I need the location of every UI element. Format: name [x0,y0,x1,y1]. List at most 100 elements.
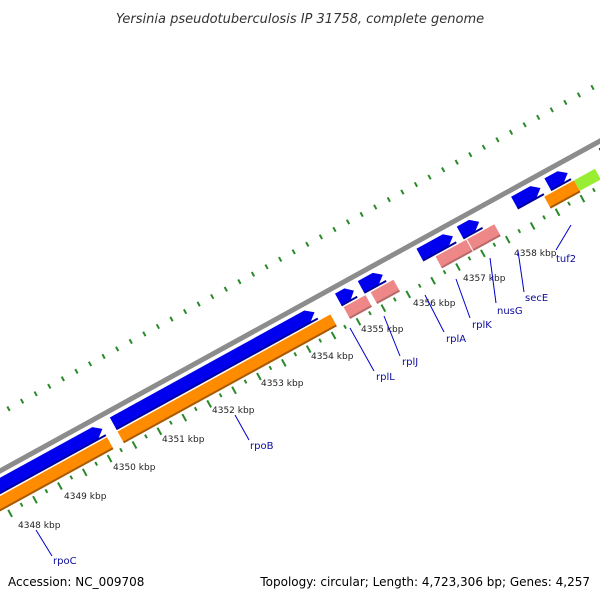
gene-bar [0,437,113,510]
inner-tick [343,324,347,330]
inner-tick [392,297,397,302]
gene-leader-line [424,294,445,333]
bar-shadow [441,249,473,269]
rna-bar [343,295,372,318]
inner-tick [442,269,447,275]
outer-tick [495,137,500,143]
gene-leader-line [383,315,401,357]
inner-tick [156,427,163,436]
outer-tick [359,211,364,218]
outer-tick [6,406,11,412]
inner-tick [293,352,298,357]
bar-shadow [123,324,337,444]
inner-tick [94,461,99,466]
outer-tick [345,219,351,225]
outer-tick [508,129,514,135]
inner-tick [529,221,536,230]
rna-bar [370,279,400,303]
scale-label: 4353 kbp [261,379,304,389]
outer-tick [373,204,378,210]
inner-tick [517,228,522,234]
outer-tick [33,391,38,397]
gene-label-rplJ: rplJ [402,357,418,368]
inner-tick [318,338,323,343]
rna-bar [467,224,501,250]
outer-tick [576,92,582,98]
scale-labels: 4348 kbp 4349 kbp 4350 kbp 4351 kbp 4352 kbp… [18,249,557,531]
scale-label: 4355 kbp [361,325,404,335]
outer-tick [210,293,215,300]
inner-tick [44,488,49,494]
bar-shadow [550,178,572,192]
accession-text: Accession: NC_009708 [8,575,144,589]
inner-tick [380,304,387,313]
rna-bar [435,239,472,268]
bar-shadow [462,226,484,240]
gene-label-rpoC: rpoC [53,556,77,567]
inner-tick [218,393,223,398]
scale-label: 4350 kbp [113,463,156,473]
gene-leader-line [517,250,525,293]
bar-shadow [363,279,387,294]
outer-tick [522,122,527,128]
inner-tick [579,194,586,203]
cds-arrow [416,234,453,261]
outer-tick [182,308,188,315]
feature-tracks [0,147,600,512]
inner-tick [231,386,237,395]
outer-tick [454,159,459,165]
gene-leader-line [555,224,572,251]
backbone-line [0,138,600,474]
outer-tick [47,383,52,389]
outer-tick-marks [6,84,595,412]
gene-label-nusG: nusG [497,306,523,317]
highlight-bar [574,168,600,191]
outer-tick [481,144,486,150]
cds-arrow [0,427,103,493]
cds-arrow [456,219,480,238]
outer-tick [291,249,296,255]
inner-tick [144,434,148,439]
gene-leader-line [455,278,471,319]
inner-tick [368,310,372,316]
inner-tick [169,420,173,425]
inner-tick [193,406,198,412]
scale-label: 4348 kbp [18,521,61,531]
outer-tick [101,353,106,360]
gene-label-rpoB: rpoB [250,441,274,452]
scale-label: 4357 kbp [463,274,506,284]
gene-leader-line [489,257,497,304]
outer-tick [563,99,568,106]
inner-tick [305,345,312,354]
outer-tick [441,166,446,173]
cds-arrow [109,310,315,429]
outer-tick [142,331,147,337]
gene-leader-line [234,414,250,441]
scale-label: 4349 kbp [64,492,107,502]
bar-shadow [472,234,501,252]
bar-shadow [376,289,401,305]
inner-tick [455,263,461,272]
outer-tick [332,226,337,233]
gene-leader-line [349,327,375,372]
cds-arrow [544,171,568,190]
inner-tick [7,509,13,518]
cds-arrow [511,186,541,209]
outer-tick [468,152,473,158]
bar-shadow [115,317,319,431]
gene-bar [117,314,337,442]
outer-tick [305,241,310,248]
gene-label-rplL: rplL [376,372,395,383]
outer-tick [386,196,391,203]
gene-label-secE: secE [525,293,548,304]
inner-tick [57,482,63,491]
outer-tick [400,189,405,195]
gene-label-tuf2: tuf2 [556,254,576,265]
inner-tick [119,447,123,453]
inner-tick [480,249,486,258]
bar-shadow [0,447,114,512]
outer-tick [155,323,160,330]
